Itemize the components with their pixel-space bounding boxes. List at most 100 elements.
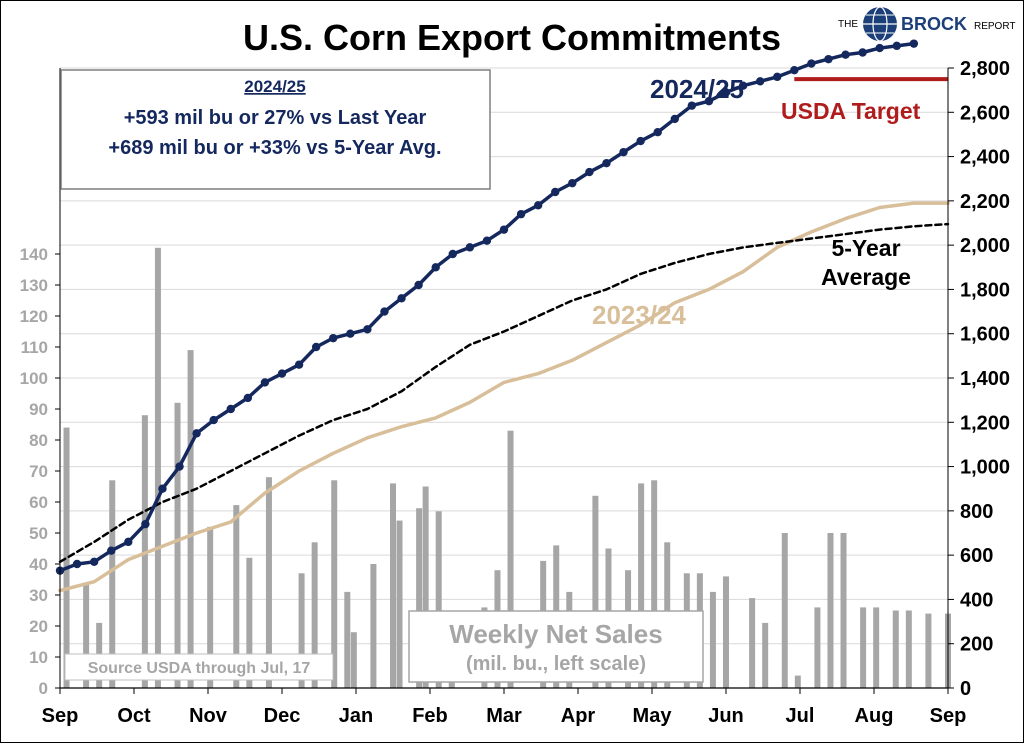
series-point-2024-25 [892,41,901,51]
weekly-sales-bar [187,350,194,688]
right-axis: 0 200 400 600 800 1,000 1,200 1,400 1,600 1,800 2,… [948,58,1010,700]
series-point-2024-25 [158,484,167,493]
weekly-sales-bar [860,607,867,688]
source-note: Source USDA through Jul, 17 [88,660,311,677]
globe-icon [863,6,897,42]
x-tick-label: Feb [412,705,448,727]
left-tick-label: 60 [29,493,48,512]
right-tick-label: 2,000 [960,235,1010,257]
series-point-2024-25 [380,307,389,316]
weekly-sales-bar [794,675,801,688]
series-point-2024-25 [841,50,850,59]
weekly-sales-bar [840,533,847,688]
right-tick-label: 1,600 [960,324,1010,346]
left-tick-label: 70 [29,462,48,481]
weekly-sales-bar [781,533,788,688]
label-five-year-1: 5-Year [831,235,900,261]
series-point-2024-25 [687,101,697,110]
left-tick-label: 30 [29,586,48,605]
weekly-sales-bar [827,533,834,688]
x-tick-label: Apr [561,705,596,727]
x-tick-label: Mar [486,705,522,727]
left-tick-label: 0 [39,679,48,698]
series-point-2024-25 [89,557,99,566]
weekly-sales-bar [350,632,357,688]
left-tick-label: 20 [29,617,48,636]
line-group [55,39,950,593]
weekly-sales-bar [154,247,161,689]
right-tick-label: 1,800 [960,279,1010,301]
series-point-2024-25 [773,72,782,82]
series-point-2024-25 [738,81,748,90]
left-tick-label: 140 [20,245,48,264]
weekly-sales-bar [873,607,880,688]
left-tick-label: 40 [29,555,48,574]
right-tick-label: 2,200 [960,191,1010,213]
series-point-2024-25 [721,88,731,97]
series-point-2024-25 [465,243,475,252]
series-point-2024-25 [260,378,270,387]
right-tick-label: 200 [960,634,993,656]
series-point-2024-25 [653,128,662,137]
weekly-sales-bar [422,486,429,688]
series-point-2024-25 [858,48,867,57]
weekly-sales-bar [905,610,912,688]
x-tick-label: Sep [930,705,967,727]
series-point-2024-25 [499,225,509,234]
x-tick-label: Oct [117,705,151,727]
info-box-heading: 2024/25 [244,77,305,96]
weekly-sales-bar [207,526,214,688]
series-point-2024-25 [824,54,833,64]
series-point-2024-25 [636,136,645,146]
x-tick-label: Jun [708,705,744,727]
weekly-sales-bar [416,508,423,688]
label-five-year-2: Average [821,264,911,290]
right-tick-label: 400 [960,589,993,611]
series-point-2024-25 [294,360,304,369]
x-axis: Sep Oct Nov Dec Jan Feb Mar Apr May Jun Jul Aug Sep [42,688,967,727]
left-tick-label: 120 [20,307,48,326]
weekly-sales-subtitle: (mil. bu., left scale) [466,653,646,675]
series-point-2024-25 [141,519,150,529]
series-point-2024-25 [533,201,543,210]
series-point-2024-25 [243,393,253,403]
left-tick-label: 10 [29,648,48,667]
info-box-line2: +689 mil bu or +33% vs 5-Year Avg. [108,137,441,159]
series-point-2024-25 [516,209,526,219]
series-point-2024-25 [346,329,355,338]
right-tick-label: 1,000 [960,457,1010,479]
left-tick-label: 50 [29,524,48,543]
right-tick-label: 0 [960,678,971,700]
chart-title: U.S. Corn Export Commitments [243,17,781,58]
x-tick-label: Dec [264,705,301,727]
series-point-2024-25 [192,429,201,438]
left-axis: 0 10 20 30 40 50 60 70 80 90 100 110 120 130 140 [20,245,60,698]
right-tick-label: 600 [960,545,993,567]
weekly-sales-bar [344,591,351,688]
weekly-sales-bar [246,557,253,688]
weekly-sales-bar [396,520,403,688]
series-line-2023-24 [58,201,950,593]
series-point-2024-25 [755,77,765,86]
info-box-line1: +593 mil bu or 27% vs Last Year [124,107,427,129]
weekly-sales-bar [370,564,377,688]
series-point-2024-25 [277,369,287,378]
weekly-sales-bar [298,573,305,688]
x-tick-label: May [633,705,673,727]
right-tick-label: 2,800 [960,58,1010,80]
weekly-sales-bar [109,480,116,688]
brock-report-logo: THE BROCK REPORT [838,6,1016,42]
x-tick-label: Sep [42,705,79,727]
weekly-sales-bar [507,430,514,688]
left-tick-label: 130 [20,276,48,295]
right-tick-label: 1,400 [960,368,1010,390]
weekly-sales-bar [925,613,932,688]
series-line-5-year-average [58,222,950,564]
info-box [60,69,491,190]
right-tick-label: 2,400 [960,147,1010,169]
logo-brock: BROCK [901,14,967,34]
left-tick-label: 100 [20,369,48,388]
weekly-sales-title: Weekly Net Sales [449,619,662,649]
weekly-sales-bar [233,505,240,688]
